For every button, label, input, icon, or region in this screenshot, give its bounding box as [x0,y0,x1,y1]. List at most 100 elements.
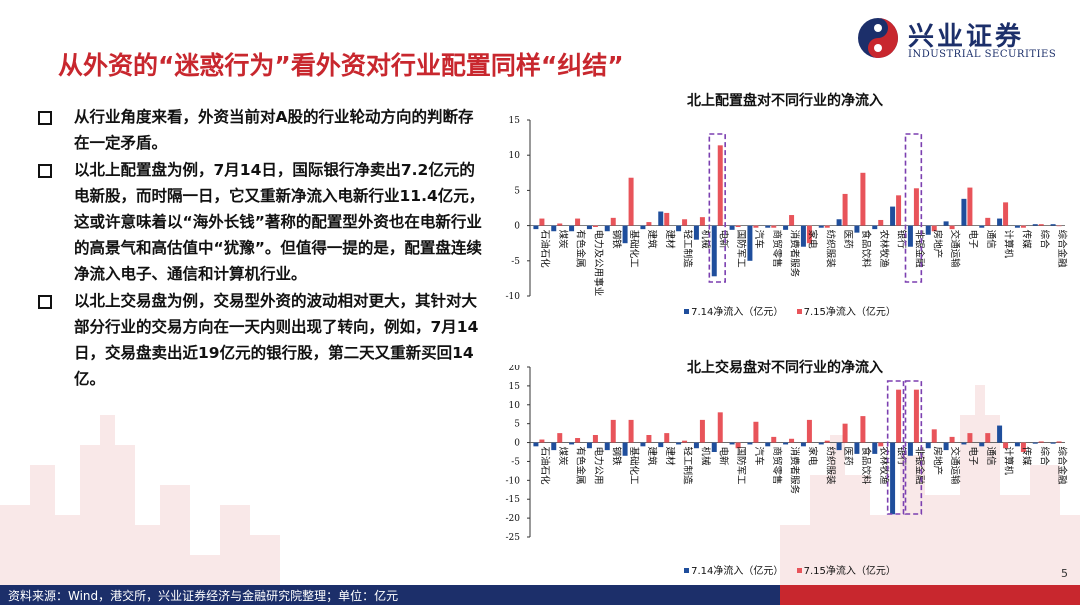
bar-series2 [949,436,955,443]
bar-series2 [985,217,991,226]
x-category-label: 食品饮料 [860,230,872,269]
bar-series1 [961,198,967,226]
brand-name-cn: 兴业证券 [908,22,1025,52]
x-category-label: 房地产 [931,230,943,259]
x-category-label: 消费者服务 [789,447,801,495]
brand-logo: 兴业证券 INDUSTRIAL SECURITIES [852,14,1067,64]
x-category-label: 综合金融 [1056,230,1068,269]
bar-series1 [943,221,949,226]
bar-series2 [753,421,759,443]
bar-series1 [622,225,628,244]
chart-title: 北上配置盘对不同行业的净流入 [687,93,883,109]
x-category-label: 轻工制造 [682,447,694,486]
bullet-item: 以北上交易盘为例，交易型外资的波动相对更大，其针对大部分行业的交易方向在一天内则… [38,288,488,392]
bar-series1 [800,442,806,447]
bar-series1 [1050,442,1056,444]
bar-series1 [890,206,896,226]
trading-flow-plot: -25 -20 -15 -10 -5 0 5 10 15 20 石油石化 煤炭 有色金属 电力公用 钢铁 基础… [506,365,1069,543]
bar-series1 [729,225,735,230]
bullet-item: 从行业角度来看，外资当前对A股的行业轮动方向的判断存在一定矛盾。 [38,104,488,156]
bar-series1 [551,225,557,232]
bar-series1 [658,442,664,448]
legend-swatch-series2 [796,309,802,314]
x-category-label: 钢铁 [610,230,622,250]
x-category-label: 房地产 [931,447,943,476]
bullet-text: 从行业角度来看，外资当前对A股的行业轮动方向的判断存在一定矛盾。 [74,108,474,152]
x-category-label: 传媒 [1020,447,1032,467]
y-tick-label: 10 [509,151,521,161]
bar-series2 [949,225,955,230]
bar-series2 [735,442,741,449]
bar-series1 [783,225,789,230]
x-category-label: 交通运输 [949,447,961,486]
bar-series2 [664,433,670,443]
bar-series1 [872,442,878,454]
bar-series1 [818,442,824,445]
bar-series2 [628,177,634,226]
bar-series1 [836,219,842,226]
bar-series2 [592,225,598,228]
bar-series1 [533,225,539,230]
legend-label: 7.14净流入（亿元） [691,307,784,318]
bar-series2 [842,193,848,226]
x-category-label: 农林牧渔 [878,230,890,269]
bar-series1 [622,442,628,456]
bar-series1 [854,442,860,454]
bar-series2 [842,423,848,443]
x-category-label: 银行 [896,230,908,250]
y-tick-label: -5 [511,257,520,267]
x-category-label: 非银金融 [913,447,925,486]
y-tick-label: 15 [509,116,521,126]
legend-swatch-series1 [684,568,690,573]
bar-series1 [693,225,699,240]
legend-label: 7.14净流入（亿元） [691,566,784,577]
bar-series1 [836,442,842,451]
bar-series2 [824,440,830,443]
bar-series1 [569,225,575,232]
bar-series2 [967,187,973,226]
bar-series2 [806,225,812,244]
bar-series2 [699,217,705,226]
y-tick-label: 0 [514,222,520,232]
bar-series1 [729,442,735,445]
bar-series1 [800,225,806,247]
bar-series2 [913,389,919,443]
bar-series1 [658,211,664,226]
x-category-label: 医药 [842,447,853,466]
footer-accent [780,585,1080,605]
page-title: 从外资的“迷惑行为”看外资对行业配置同样“纠结” [58,51,624,80]
bar-series1 [676,442,682,445]
chart-legend: 7.14净流入（亿元） 7.15净流入（亿元） [500,562,1070,577]
y-tick-label: -25 [506,533,521,543]
bar-series1 [890,442,896,515]
bar-series2 [1003,442,1009,449]
x-category-label: 煤炭 [557,230,569,250]
bar-series1 [1050,224,1056,226]
x-category-label: 非银金融 [913,230,925,269]
allocation-flow-chart: 北上配置盘对不同行业的净流入 -10 -5 0 5 10 15 石油石化 煤炭 有色金属 电力及公… [500,90,1070,320]
bar-series2 [592,435,598,443]
x-category-label: 商贸零售 [771,447,783,485]
bar-series1 [676,225,682,232]
bar-series1 [997,425,1003,443]
x-category-label: 国防军工 [735,447,747,486]
bar-series1 [765,225,771,228]
bar-series2 [717,412,723,443]
bar-series1 [1032,442,1038,444]
bar-series2 [610,217,616,226]
bullet-text: 以北上交易盘为例，交易型外资的波动相对更大，其针对大部分行业的交易方向在一天内则… [74,292,479,388]
bar-series2 [878,219,884,226]
y-tick-label: 0 [514,439,520,449]
bar-series1 [854,225,860,233]
x-category-label: 医药 [842,230,853,249]
bar-series1 [533,442,539,447]
bar-series2 [824,225,830,228]
bar-series2 [1020,225,1026,228]
highlight-box [904,380,923,515]
highlight-box [904,133,923,283]
x-category-label: 电新 [717,447,729,467]
bar-series1 [640,442,646,447]
bar-series1 [711,442,717,452]
brand-name-en: INDUSTRIAL SECURITIES [908,49,1057,60]
bar-series2 [610,419,616,443]
